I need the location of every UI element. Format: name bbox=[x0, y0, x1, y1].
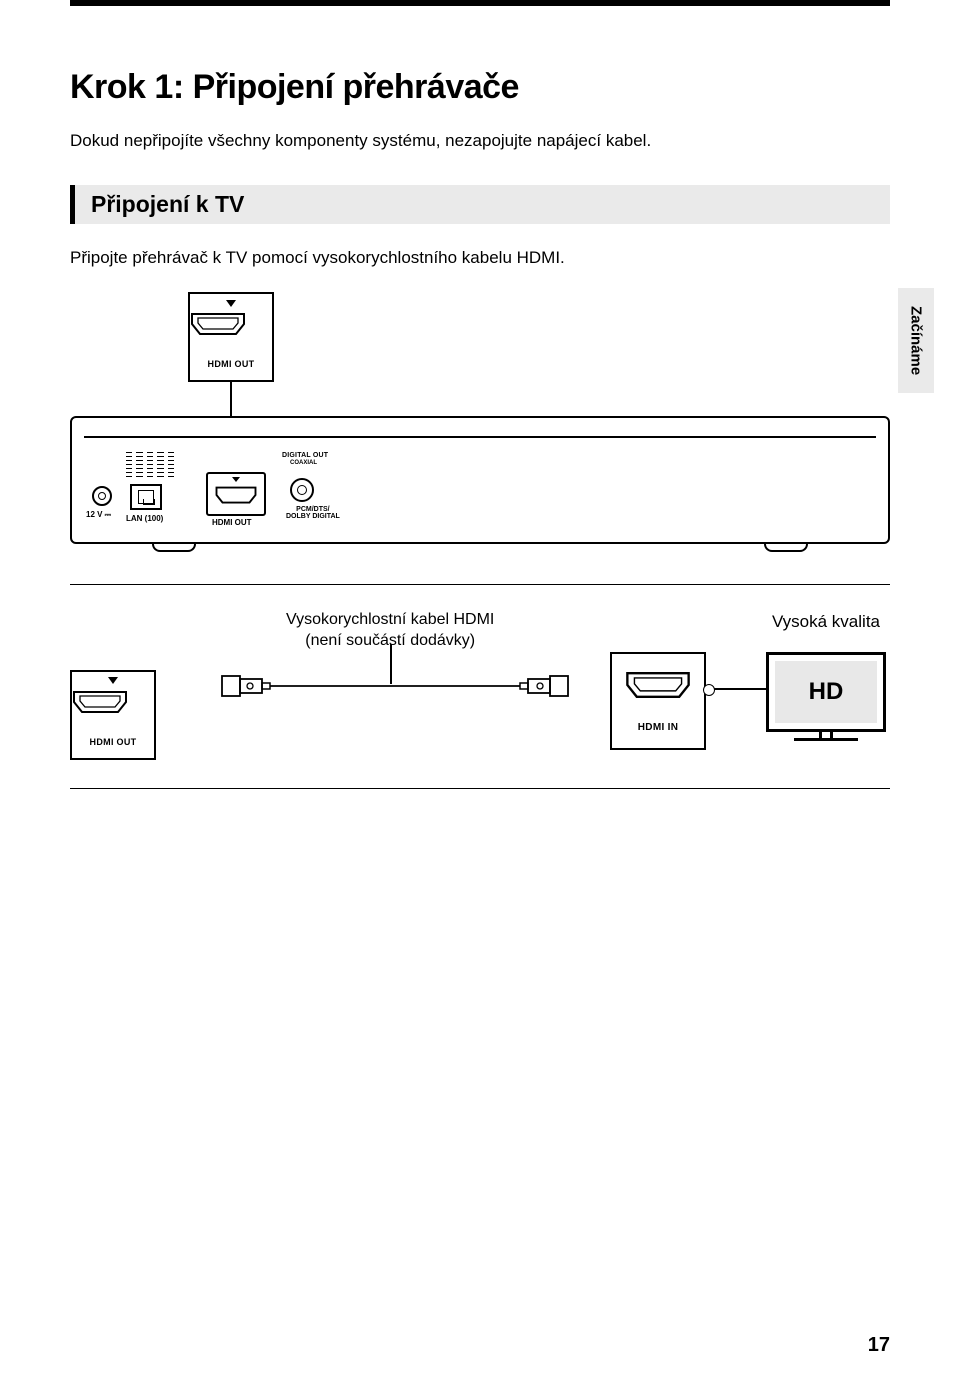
rear-hdmi-port bbox=[206, 472, 266, 516]
lan-port-icon bbox=[130, 484, 162, 510]
coaxial-label: COAXIAL bbox=[290, 460, 317, 466]
device-foot bbox=[764, 542, 808, 552]
device-rear-panel: 12 V ⎓ LAN (100) HDMI OUT DIGITAL OUT CO… bbox=[70, 416, 890, 544]
separator-line bbox=[70, 788, 890, 789]
side-tab: Začínáme bbox=[898, 288, 934, 393]
top-rule bbox=[70, 0, 890, 6]
arrow-down-icon bbox=[108, 677, 118, 684]
arrow-down-icon bbox=[226, 300, 236, 307]
tv-badge: HD bbox=[775, 661, 877, 723]
digital-out-label: DIGITAL OUT bbox=[282, 452, 328, 459]
hdmi-out-callout-bottom: HDMI OUT bbox=[70, 670, 156, 760]
pcm-label: PCM/DTS/DOLBY DIGITAL bbox=[286, 506, 340, 520]
hdmi-port-icon bbox=[72, 690, 128, 714]
vent-icon bbox=[126, 452, 174, 480]
lan-label: LAN (100) bbox=[126, 514, 163, 523]
side-tab-label: Začínáme bbox=[908, 306, 925, 375]
hdmi-port-icon bbox=[190, 312, 246, 336]
section-body: Připojte přehrávač k TV pomocí vysokoryc… bbox=[70, 248, 890, 268]
coax-port-icon bbox=[290, 478, 314, 502]
hdmi-port-icon bbox=[214, 486, 258, 504]
hdmi-cable-icon bbox=[220, 656, 570, 716]
tv-icon: HD bbox=[766, 652, 886, 748]
diagram: HDMI OUT 12 V ⎓ LAN (100) HDMI OUT DIGIT… bbox=[70, 288, 890, 868]
hdmi-in-label: HDMI IN bbox=[612, 722, 704, 733]
quality-label: Vysoká kvalita bbox=[772, 612, 880, 632]
device-foot bbox=[152, 542, 196, 552]
hdmi-in-callout: HDMI IN bbox=[610, 652, 706, 750]
rear-hdmi-label: HDMI OUT bbox=[212, 518, 252, 527]
dc-jack-icon bbox=[92, 486, 112, 506]
separator-line bbox=[70, 584, 890, 585]
page-title: Krok 1: Připojení přehrávače bbox=[70, 68, 890, 107]
section-heading: Připojení k TV bbox=[70, 185, 890, 224]
hdmi-out-callout-top: HDMI OUT bbox=[188, 292, 274, 382]
hdmi-port-icon bbox=[625, 670, 691, 700]
arrow-down-icon bbox=[232, 477, 240, 482]
hdmi-out-label: HDMI OUT bbox=[190, 359, 272, 369]
page-number: 17 bbox=[868, 1334, 890, 1357]
dc-label: 12 V ⎓ bbox=[86, 510, 111, 520]
intro-text: Dokud nepřipojíte všechny komponenty sys… bbox=[70, 131, 890, 151]
callout-connector-line bbox=[706, 688, 768, 690]
connection-row: HDMI OUT Vysokorychlostní kabel HDMI (ne… bbox=[70, 598, 890, 798]
hdmi-out-label: HDMI OUT bbox=[72, 737, 154, 747]
